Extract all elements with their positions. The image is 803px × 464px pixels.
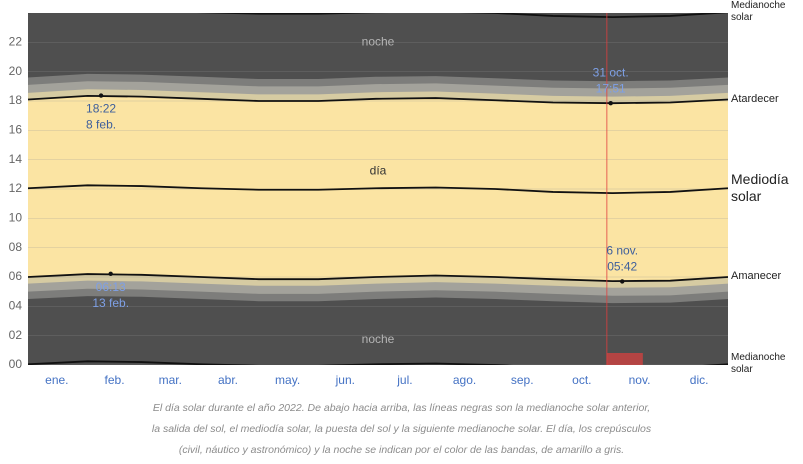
series-label: Mediodía solar [731,170,789,205]
x-tick-label: ene. [45,373,68,387]
band-label: día [370,164,387,178]
caption-line: (civil, náutico y astronómico) y la noch… [178,444,625,456]
x-tick-label: dic. [690,373,709,387]
x-tick-label: jun. [335,373,355,387]
x-tick-label: may. [275,373,300,387]
series-label: Atardecer [731,92,779,105]
current-date-box [606,353,643,365]
point-label: 05:42 [607,260,637,274]
y-tick-label: 04 [9,299,23,313]
caption-line: El día solar durante el año 2022. De aba… [152,402,651,414]
point-label: 8 feb. [86,118,116,132]
solar-line [28,273,728,283]
label-point [108,271,113,276]
series-label: Medianoche solar [731,351,786,376]
x-tick-label: mar. [159,373,182,387]
band-label: noche [362,332,395,346]
point-label: 6 nov. [606,244,638,258]
y-tick-label: 08 [9,240,23,254]
solar-line [28,360,728,365]
y-tick-label: 22 [9,35,23,49]
x-tick-label: jul. [396,373,412,387]
chart: 00 02 04 06 08 10 12 14 16 18 20 22 ene. feb. mar. abr.… [9,13,728,387]
y-tick-label: 16 [9,123,23,137]
x-tick-label: abr. [218,373,238,387]
x-tick-label: sep. [511,373,534,387]
caption-line: la salida del sol, el mediodía solar, la… [151,423,652,435]
x-tick-label: oct. [572,373,591,387]
solar-line [28,13,728,19]
y-tick-label: 06 [9,269,23,283]
solar-line [28,184,728,195]
y-tick-label: 14 [9,152,23,166]
x-tick-label: feb. [105,373,125,387]
label-point [608,101,613,106]
point-label: 31 oct. [593,65,629,79]
x-tick-label: ago. [453,373,476,387]
label-point [98,93,104,98]
y-tick-label: 00 [9,357,23,371]
y-tick-label: 10 [9,211,23,225]
point-label: 13 feb. [92,296,129,310]
plot-area [28,13,728,365]
y-tick-label: 20 [9,64,23,78]
point-label: 18:22 [86,102,116,116]
band-label: noche [362,35,395,49]
series-label: Medianoche solar [731,0,786,24]
y-tick-label: 02 [9,328,23,342]
label-point [620,279,625,284]
y-tick-label: 18 [9,93,23,107]
series-label: Amanecer [731,270,782,282]
point-label: 06:13 [96,280,126,294]
point-label: 17:51 [596,81,626,95]
y-tick-label: 12 [9,181,23,195]
caption: El día solar durante el año 2022. De aba… [0,398,803,461]
x-tick-label: nov. [629,373,651,387]
